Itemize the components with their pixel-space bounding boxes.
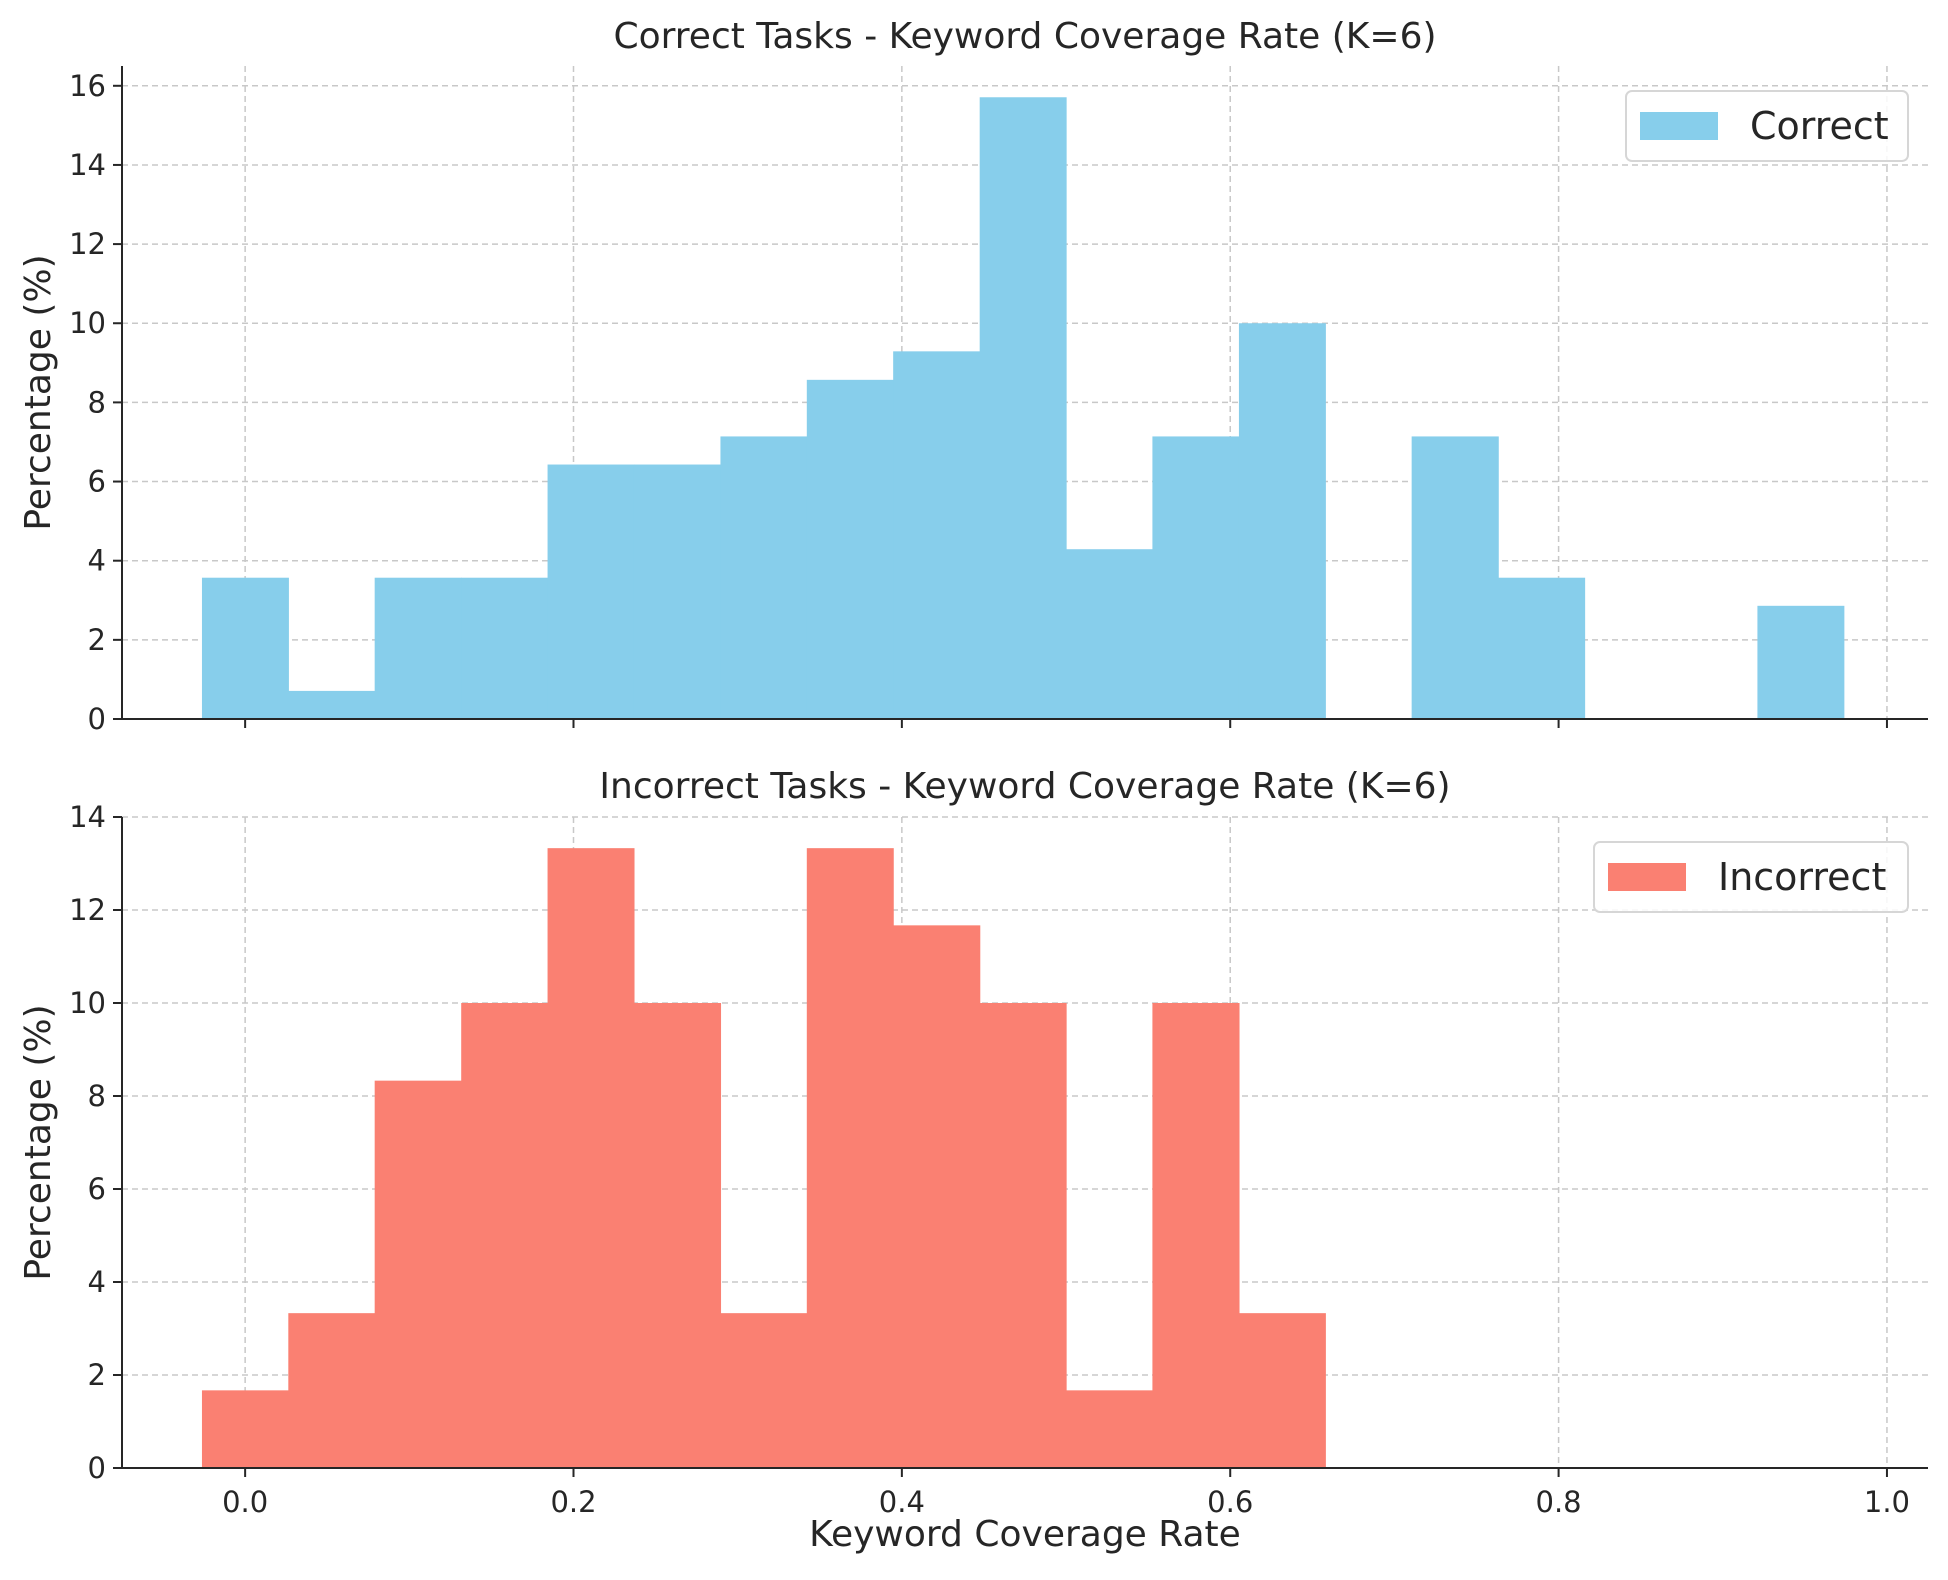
y-tick-label: 6 bbox=[88, 1172, 106, 1206]
legend: Incorrect bbox=[1593, 841, 1909, 913]
histogram-bar bbox=[547, 464, 635, 719]
y-tick-label: 14 bbox=[69, 148, 106, 182]
histogram-bar bbox=[893, 925, 981, 1468]
histogram-bar bbox=[374, 577, 462, 719]
histogram-bar bbox=[1152, 1003, 1240, 1468]
x-axis-label: Keyword Coverage Rate bbox=[809, 1514, 1241, 1555]
histogram-bar bbox=[806, 379, 894, 719]
histogram-bar bbox=[633, 1003, 722, 1468]
y-tick-label: 2 bbox=[88, 623, 106, 657]
histogram-bar bbox=[288, 690, 376, 719]
histogram-bar bbox=[1238, 323, 1326, 719]
y-tick-label: 12 bbox=[69, 893, 106, 927]
legend-label: Correct bbox=[1750, 104, 1889, 148]
y-tick-label: 12 bbox=[69, 227, 106, 261]
y-tick-label: 6 bbox=[88, 465, 106, 499]
correct-histogram-panel: 0 2 4 6 8 10 12 14 16 Correct Tasks - Keyword Cov… bbox=[18, 16, 1928, 736]
y-tick-label: 14 bbox=[69, 800, 106, 834]
y-tick-label: 2 bbox=[88, 1358, 106, 1392]
histogram-bar bbox=[288, 1313, 376, 1468]
histogram-bar bbox=[1411, 436, 1499, 719]
legend-swatch bbox=[1640, 112, 1718, 140]
incorrect-histogram-panel: 0 2 4 6 8 10 12 14 0.0 0.2 0.4 0.6 0.8 1.0 Incorrect T… bbox=[18, 766, 1928, 1555]
histogram-bar bbox=[806, 848, 894, 1468]
histogram-bar bbox=[547, 848, 635, 1468]
y-tick-label: 0 bbox=[88, 702, 106, 736]
histogram-bar bbox=[374, 1080, 462, 1468]
legend: Correct bbox=[1625, 90, 1909, 162]
y-axis-label: Percentage (%) bbox=[18, 254, 59, 530]
histogram-bar bbox=[1066, 549, 1154, 719]
y-tick-label: 4 bbox=[88, 1265, 106, 1299]
legend-label: Incorrect bbox=[1718, 855, 1886, 899]
x-tick-label: 0.0 bbox=[222, 1485, 268, 1519]
legend-frame bbox=[1593, 841, 1909, 913]
histogram-bar bbox=[1498, 577, 1586, 719]
histogram-bar bbox=[720, 1313, 808, 1468]
y-axis-label: Percentage (%) bbox=[18, 1004, 59, 1280]
y-tick-label: 10 bbox=[69, 306, 106, 340]
x-tick-label: 0.4 bbox=[879, 1485, 925, 1519]
x-tick-label: 0.8 bbox=[1536, 1485, 1582, 1519]
histogram-bar bbox=[201, 577, 289, 719]
y-tick-label: 8 bbox=[88, 385, 106, 419]
y-tick-label: 16 bbox=[69, 69, 106, 103]
chart-title: Incorrect Tasks - Keyword Coverage Rate … bbox=[599, 766, 1450, 807]
histogram-bar bbox=[201, 1390, 289, 1468]
histogram-bar bbox=[461, 1003, 549, 1468]
histogram-bar bbox=[979, 1003, 1067, 1468]
histogram-bar bbox=[1066, 1390, 1154, 1468]
histogram-bar bbox=[1238, 1313, 1326, 1468]
y-tick-label: 10 bbox=[69, 986, 106, 1020]
y-tick-label: 4 bbox=[88, 544, 106, 578]
histogram-bar bbox=[633, 464, 722, 719]
histogram-bar bbox=[893, 351, 981, 719]
y-tick-label: 0 bbox=[88, 1451, 106, 1485]
x-tick-label: 1.0 bbox=[1864, 1485, 1910, 1519]
legend-frame bbox=[1625, 90, 1909, 162]
histogram-bar bbox=[720, 436, 808, 719]
histogram-bar bbox=[1152, 436, 1240, 719]
x-tick-label: 0.6 bbox=[1207, 1485, 1253, 1519]
histogram-bar bbox=[461, 577, 549, 719]
legend-swatch bbox=[1608, 863, 1686, 891]
histogram-bar bbox=[979, 97, 1067, 720]
chart-title: Correct Tasks - Keyword Coverage Rate (K… bbox=[613, 16, 1436, 57]
x-tick-label: 0.2 bbox=[550, 1485, 596, 1519]
y-tick-label: 8 bbox=[88, 1079, 106, 1113]
histogram-bar bbox=[1757, 605, 1845, 719]
